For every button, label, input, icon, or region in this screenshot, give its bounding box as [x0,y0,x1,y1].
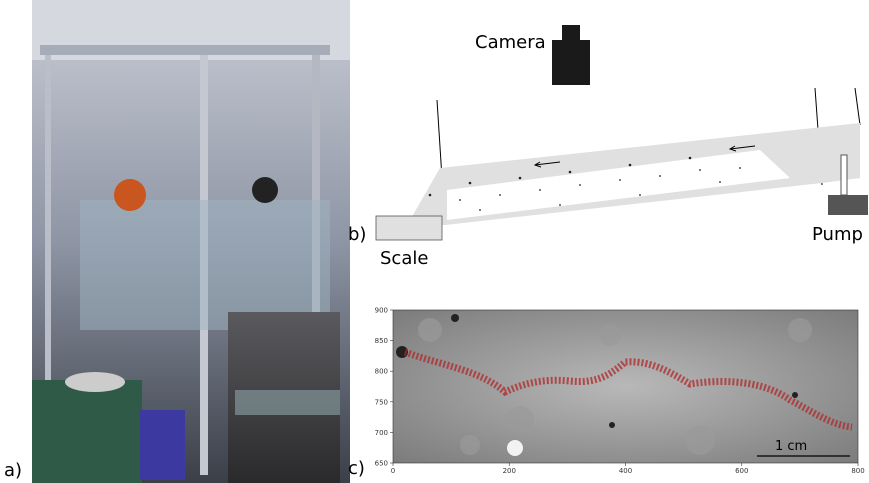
figure: a) Camera Scale Pump b) [0,0,869,483]
pump-label: Pump [812,224,863,245]
photo [32,0,350,483]
x-tick-label: 600 [735,467,748,475]
y-tick-label: 850 [375,337,388,345]
x-tick-label: 800 [851,467,864,475]
scale-bar-label: 1 cm [775,439,807,454]
panel-label: c) [348,458,365,479]
x-tick-label: 400 [619,467,632,475]
x-tick-label: 200 [503,467,516,475]
y-tick-label: 650 [375,460,388,468]
panel-label: b) [348,224,366,245]
y-tick-label: 750 [375,398,388,406]
y-tick-label: 700 [375,429,388,437]
schematic [376,25,868,240]
scale-label: Scale [380,248,428,269]
camera-label: Camera [475,32,546,53]
y-tick-label: 800 [375,368,388,376]
y-tick-label: 900 [375,307,388,315]
panel-label: a) [4,460,22,481]
x-tick-label: 0 [391,467,395,475]
